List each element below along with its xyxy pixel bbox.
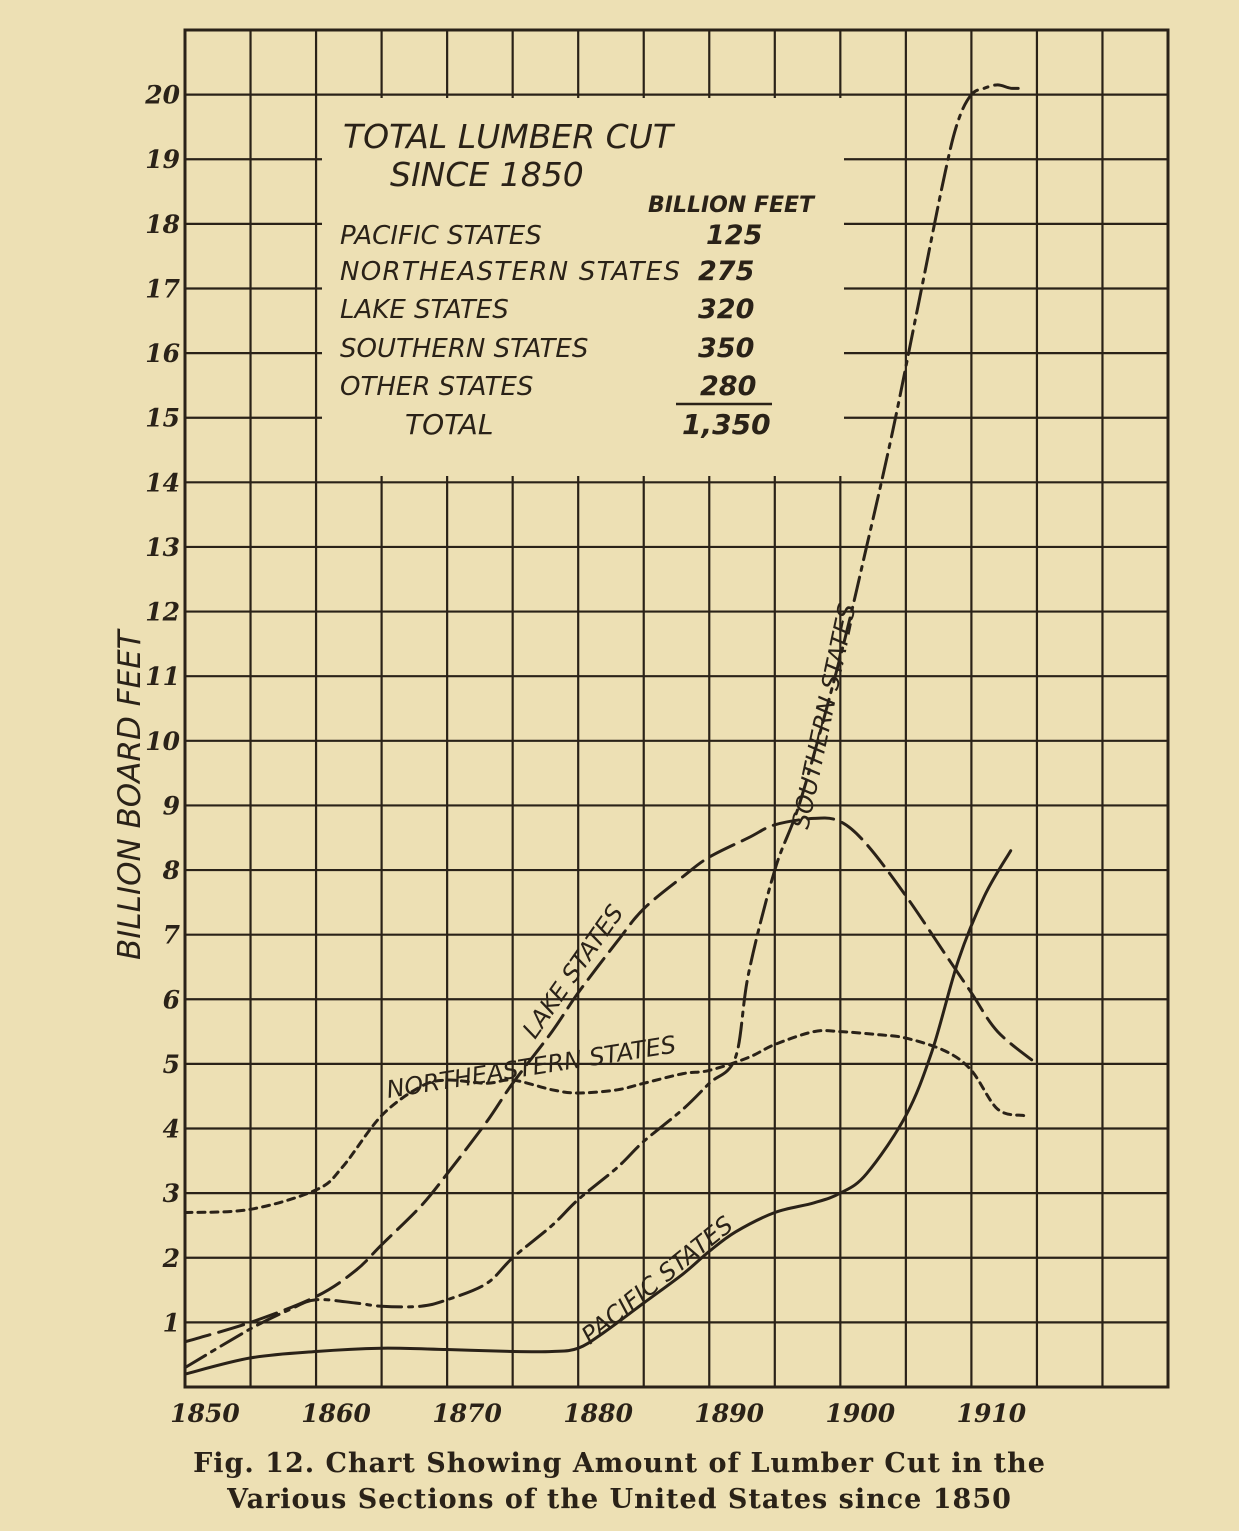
y-tick-label: 1 (163, 1308, 180, 1337)
inset-row-value: 280 (700, 371, 756, 402)
inset-total-label: TOTAL (405, 408, 493, 441)
y-tick-label: 10 (145, 727, 180, 756)
inset-total-box: TOTAL LUMBER CUT SINCE 1850 BILLION FEET… (322, 98, 844, 476)
inset-row-value: 350 (698, 333, 754, 364)
inset-unit-header: BILLION FEET (648, 193, 816, 218)
y-tick-label: 14 (145, 468, 180, 497)
chart-series-lines (183, 83, 1039, 1376)
x-tick-label: 1860 (301, 1399, 371, 1428)
plot-frame (183, 28, 1170, 1389)
y-tick-label: 16 (145, 339, 180, 368)
y-tick-label: 8 (162, 856, 180, 885)
y-tick-label: 11 (145, 662, 180, 691)
y-tick-label: 12 (145, 598, 180, 627)
y-tick-label: 4 (163, 1115, 180, 1144)
y-tick-label: 2 (162, 1244, 180, 1273)
x-tick-label: 1890 (694, 1399, 764, 1428)
series-line-pacific-states (183, 849, 1013, 1376)
series-line-southern-states (183, 83, 1026, 1370)
annotation-lake-states: LAKE STATES (517, 900, 629, 1044)
inset-row-label: PACIFIC STATES (340, 221, 542, 251)
inset-row-value: 275 (698, 256, 754, 287)
x-tick-label: 1850 (170, 1399, 240, 1428)
inset-title-line1: TOTAL LUMBER CUT (343, 117, 676, 156)
y-tick-label: 3 (163, 1179, 180, 1208)
y-tick-label: 19 (145, 145, 180, 174)
y-tick-label: 18 (145, 210, 180, 239)
figure-caption-line2: Various Sections of the United States si… (227, 1484, 1012, 1515)
y-tick-label: 15 (145, 404, 180, 433)
x-tick-label: 1880 (563, 1399, 633, 1428)
series-line-lake-states (183, 816, 1039, 1344)
x-tick-label: 1870 (432, 1399, 502, 1428)
inset-row-value: 125 (706, 220, 762, 251)
x-tick-label: 1900 (826, 1399, 896, 1428)
y-tick-label: 20 (144, 81, 180, 110)
inset-row-label: NORTHEASTERN STATES (340, 257, 680, 287)
y-tick-label: 9 (163, 791, 180, 820)
y-tick-label: 5 (163, 1050, 180, 1079)
inset-title-line2: SINCE 1850 (390, 155, 584, 194)
annotation-pacific-states: PACIFIC STATES (576, 1211, 738, 1350)
inset-row-label: LAKE STATES (340, 295, 509, 325)
inset-total-value: 1,350 (682, 408, 771, 441)
y-tick-label: 17 (145, 274, 180, 303)
figure-caption-line1: Fig. 12. Chart Showing Amount of Lumber … (193, 1448, 1046, 1479)
inset-background (322, 98, 844, 476)
x-tick-label: 1910 (957, 1399, 1027, 1428)
inset-row-label: OTHER STATES (340, 372, 533, 402)
annotation-northeastern-states: NORTHEASTERN STATES (385, 1031, 678, 1104)
inset-row-label: SOUTHERN STATES (340, 334, 588, 364)
series-line-northeastern-states (183, 1029, 1026, 1214)
inset-row-value: 320 (698, 294, 754, 325)
y-axis-title: BILLION BOARD FEET (112, 628, 148, 960)
annotation-southern-states: SOUTHERN STATES (786, 601, 861, 831)
y-tick-label: 7 (163, 921, 181, 950)
y-tick-label: 6 (163, 985, 180, 1014)
y-tick-label: 13 (145, 533, 180, 562)
